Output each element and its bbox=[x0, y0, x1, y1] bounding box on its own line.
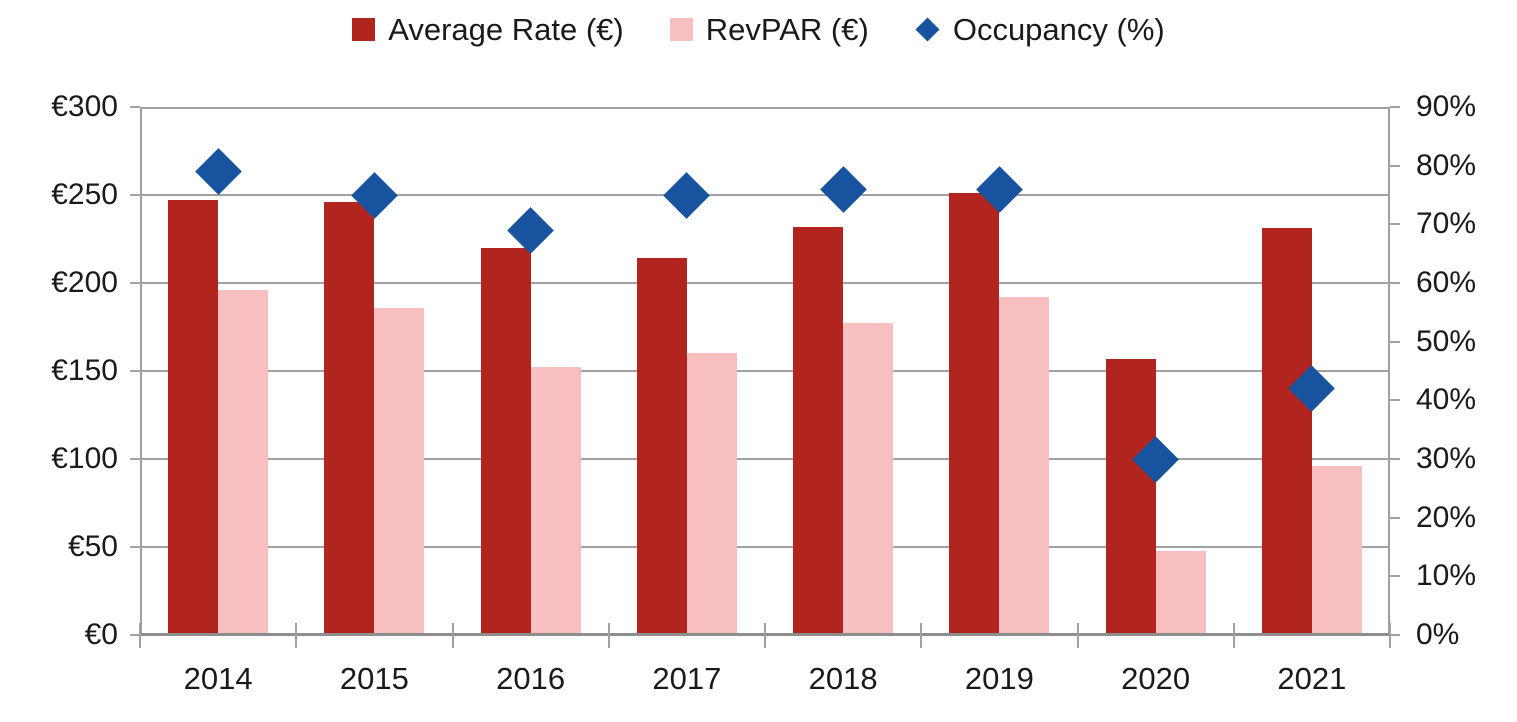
x-axis-tick bbox=[295, 623, 298, 648]
gridline bbox=[140, 458, 1390, 460]
y-axis-label-left: €150 bbox=[51, 354, 118, 387]
legend-item-average-rate: Average Rate (€) bbox=[352, 14, 624, 45]
avg-rate-bar bbox=[636, 258, 687, 633]
revpar-bar bbox=[1311, 466, 1362, 633]
revpar-bar bbox=[843, 323, 894, 633]
y-axis-label-left: €250 bbox=[51, 178, 118, 211]
legend-label-revpar: RevPAR (€) bbox=[705, 12, 869, 47]
x-axis-label: 2014 bbox=[183, 661, 253, 696]
x-axis-tick bbox=[1389, 623, 1391, 648]
y-axis-label-right: 30% bbox=[1416, 442, 1477, 475]
x-axis-tick bbox=[607, 623, 610, 648]
y-axis-label-right: 20% bbox=[1416, 500, 1477, 534]
avg-rate-bar bbox=[949, 193, 1000, 633]
x-axis-tick bbox=[139, 623, 141, 648]
legend-label-occupancy: Occupancy (%) bbox=[952, 12, 1165, 47]
x-axis-label: 2015 bbox=[339, 661, 409, 696]
gridline bbox=[140, 282, 1390, 284]
avg-rate-bar bbox=[1105, 358, 1156, 633]
x-axis-tick bbox=[1232, 623, 1235, 648]
y-axis-tick-left bbox=[130, 370, 140, 372]
legend-item-occupancy: Occupancy (%) bbox=[915, 14, 1165, 45]
y-axis-label-right: 90% bbox=[1416, 90, 1477, 123]
y-axis-tick-left bbox=[130, 282, 140, 284]
revpar-bar bbox=[218, 290, 269, 633]
x-axis-label: 2018 bbox=[808, 661, 878, 696]
y-axis-label-left: €50 bbox=[67, 530, 118, 563]
y-axis-label-right: 50% bbox=[1416, 324, 1477, 358]
y-axis-label-left: €100 bbox=[51, 442, 118, 475]
revpar-bar bbox=[686, 353, 737, 633]
y-axis-tick-left bbox=[130, 458, 140, 460]
y-axis-tick-right bbox=[1390, 340, 1400, 343]
x-axis-label: 2016 bbox=[496, 661, 566, 696]
y-axis-tick-left bbox=[130, 546, 140, 548]
avg-rate-bar bbox=[793, 226, 844, 633]
x-axis-label: 2019 bbox=[964, 661, 1034, 696]
x-axis-tick bbox=[451, 623, 454, 648]
avg-rate-bar bbox=[324, 202, 375, 633]
chart-legend: Average Rate (€) RevPAR (€) Occupancy (%… bbox=[0, 14, 1517, 45]
revpar-bar bbox=[374, 307, 425, 633]
legend-item-revpar: RevPAR (€) bbox=[669, 12, 869, 47]
x-axis-tick bbox=[1076, 623, 1079, 648]
gridline bbox=[140, 194, 1390, 196]
y-axis-tick-left bbox=[130, 106, 140, 108]
y-axis-label-left: €200 bbox=[51, 266, 118, 299]
y-axis-tick-right bbox=[1390, 399, 1400, 402]
y-axis-tick-right bbox=[1390, 575, 1400, 578]
y-axis-tick-left bbox=[130, 634, 140, 636]
legend-label-average-rate: Average Rate (€) bbox=[388, 12, 624, 47]
gridline bbox=[140, 546, 1390, 548]
revpar-swatch-icon bbox=[669, 18, 693, 41]
gridline bbox=[140, 370, 1390, 372]
revpar-bar bbox=[1155, 550, 1206, 633]
y-axis-tick-right bbox=[1390, 634, 1400, 636]
x-axis-tick bbox=[920, 623, 923, 648]
revpar-bar bbox=[999, 297, 1050, 633]
y-axis-label-right: 60% bbox=[1416, 266, 1477, 299]
avg-rate-bar bbox=[168, 200, 219, 633]
x-axis-label: 2020 bbox=[1121, 661, 1191, 696]
x-axis-tick bbox=[764, 623, 766, 648]
y-axis-tick-right bbox=[1390, 223, 1400, 226]
avg-rate-bar bbox=[480, 247, 531, 633]
y-axis-label-right: 80% bbox=[1416, 148, 1477, 182]
y-axis-label-left: €300 bbox=[51, 90, 118, 123]
y-axis-tick-left bbox=[130, 194, 140, 196]
x-axis-label: 2021 bbox=[1277, 661, 1347, 696]
y-axis-tick-right bbox=[1390, 516, 1400, 519]
avg-rate-bar bbox=[1261, 228, 1312, 633]
y-axis-label-left: €0 bbox=[84, 618, 118, 651]
average-rate-swatch-icon bbox=[352, 18, 376, 41]
y-axis-label-right: 70% bbox=[1416, 207, 1477, 241]
y-axis-label-right: 10% bbox=[1416, 559, 1477, 593]
y-axis-tick-right bbox=[1390, 164, 1400, 167]
y-axis-tick-right bbox=[1390, 458, 1400, 460]
revpar-bar bbox=[530, 367, 581, 633]
y-axis-label-right: 0% bbox=[1416, 618, 1460, 651]
y-axis-tick-right bbox=[1390, 106, 1400, 108]
x-axis-label: 2017 bbox=[652, 661, 722, 696]
y-axis-tick-right bbox=[1390, 282, 1400, 284]
y-axis-label-right: 40% bbox=[1416, 383, 1477, 417]
